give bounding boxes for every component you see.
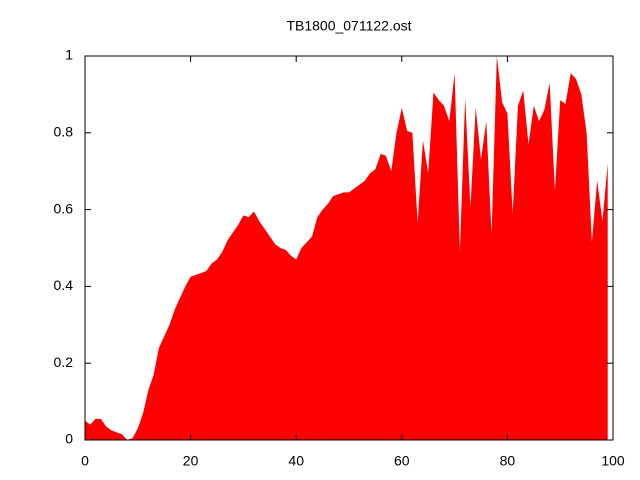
x-tick-label: 60 <box>394 453 410 469</box>
x-tick-label: 80 <box>500 453 516 469</box>
y-tick-label: 0.4 <box>54 277 74 293</box>
y-tick-label: 0.2 <box>54 354 74 370</box>
x-tick-label: 40 <box>288 453 304 469</box>
y-tick-label: 1 <box>65 47 73 63</box>
y-tick-label: 0 <box>65 431 73 447</box>
area <box>85 56 608 440</box>
x-tick-label: 0 <box>81 453 89 469</box>
x-tick-label: 100 <box>601 453 625 469</box>
chart-title: TB1800_071122.ost <box>286 18 411 34</box>
y-tick-label: 0.8 <box>54 124 74 140</box>
y-tick-label: 0.6 <box>54 200 74 216</box>
plot-frame <box>84 55 614 441</box>
x-tick-label: 20 <box>183 453 199 469</box>
